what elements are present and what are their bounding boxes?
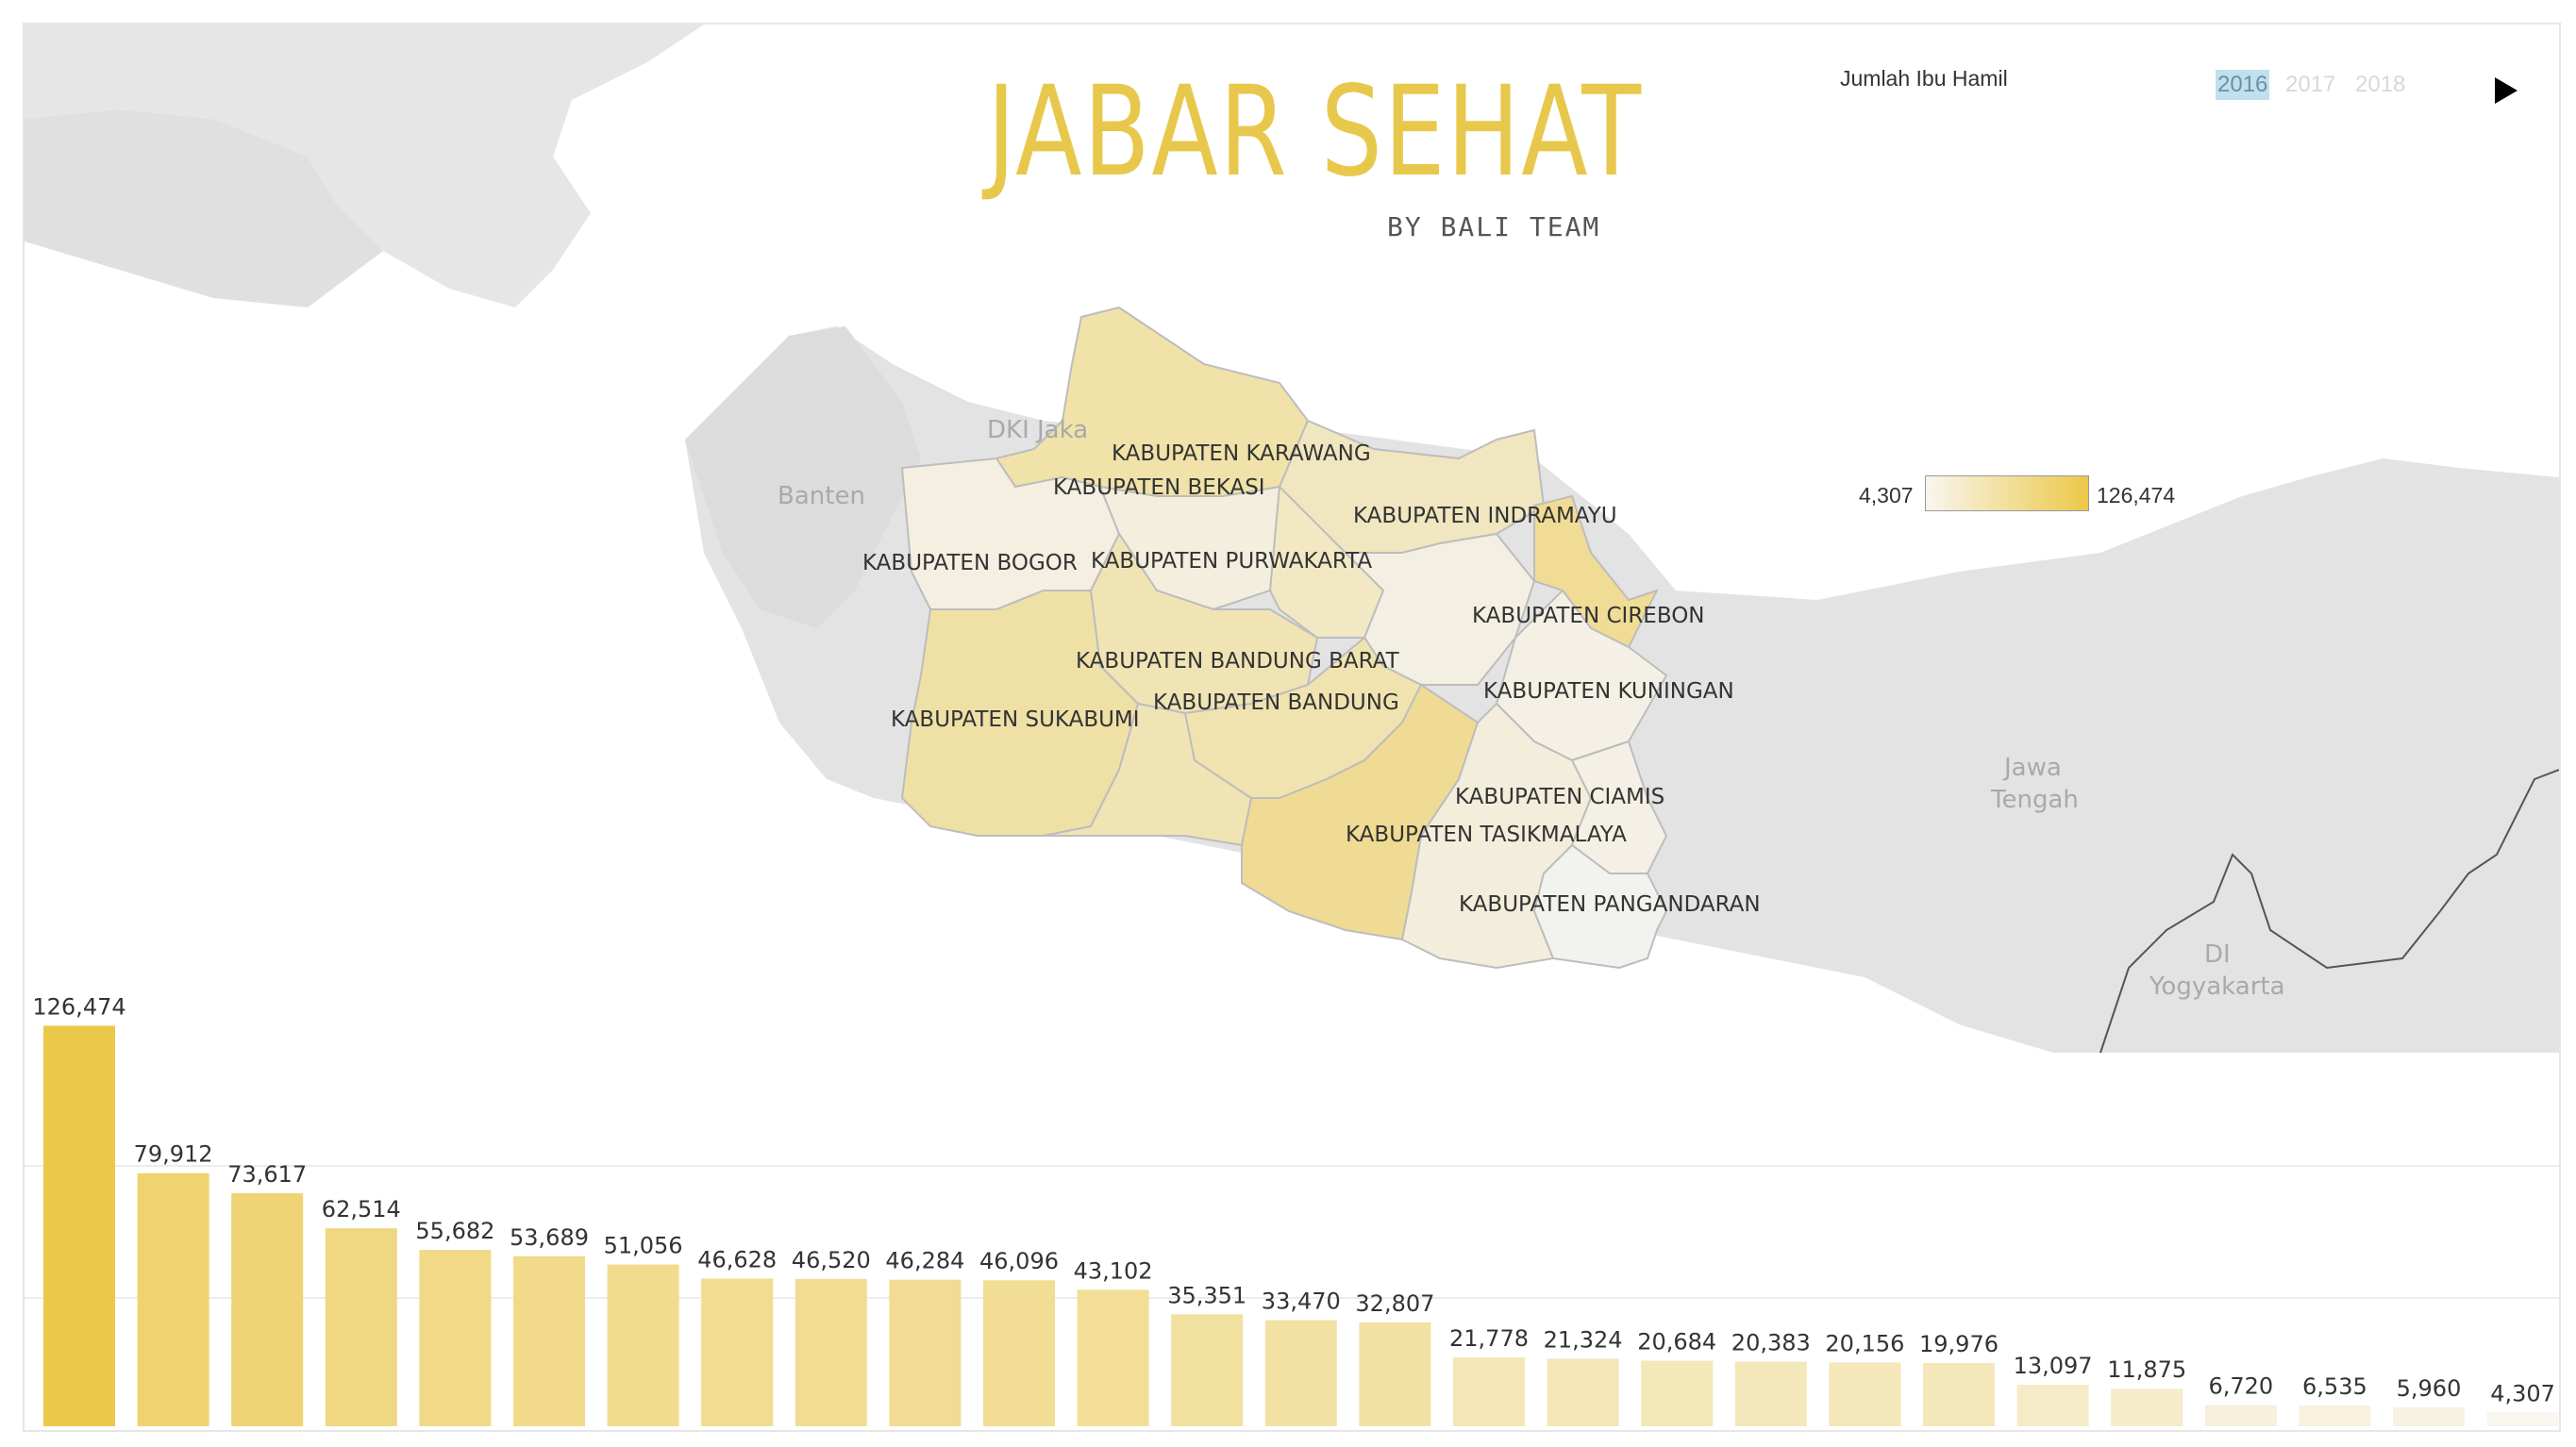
year-2017[interactable]: 2017 [2285,72,2336,97]
region-label-ciamis: KABUPATEN CIAMIS [1455,785,1664,809]
region-cirebon[interactable] [1533,494,1659,649]
dashboard-subtitle: BY BALI TEAM [1387,211,1601,242]
yogyakarta-border [2099,853,2441,1054]
bar-value-label: 46,284 [885,1248,964,1274]
province-label-banten: Banten [778,482,865,510]
bar[interactable] [1829,1362,1901,1426]
bar-value-label: 19,976 [1919,1331,1999,1357]
dashboard-title: JABAR SEHAT [987,59,1643,205]
bar-value-label: 51,056 [604,1233,683,1259]
map[interactable]: DKI Jaka Banten Jawa Tengah DI Yogyakart… [25,25,2559,1430]
region-label-kuningan: KABUPATEN KUNINGAN [1483,679,1734,704]
bar[interactable] [1359,1322,1431,1426]
bar-value-label: 32,807 [1355,1290,1434,1317]
bar[interactable] [2111,1389,2183,1426]
bar-value-label: 33,470 [1262,1289,1341,1315]
bar-value-label: 53,689 [510,1224,589,1251]
region-label-karawang: KABUPATEN KARAWANG [1112,441,1371,466]
bar[interactable] [607,1264,679,1426]
bar-value-label: 43,102 [1074,1257,1153,1284]
bar[interactable] [2486,1412,2559,1426]
measure-label: Jumlah Ibu Hamil [1840,66,2008,91]
year-2016[interactable]: 2016 [2216,70,2270,100]
bar-value-label: 6,720 [2208,1372,2273,1399]
bar-value-label: 4,307 [2490,1381,2555,1407]
region-label-indramayu: KABUPATEN INDRAMAYU [1353,504,1617,528]
bar[interactable] [1077,1289,1149,1426]
bar[interactable] [1641,1360,1714,1426]
region-label-bekasi: KABUPATEN BEKASI [1053,475,1265,500]
region-label-tasikmalaya: KABUPATEN TASIKMALAYA [1346,823,1627,847]
legend-min-label: 4,307 [1859,483,1914,507]
bar[interactable] [2299,1405,2371,1426]
bar-value-label: 46,096 [979,1248,1059,1274]
region-label-bandung: KABUPATEN BANDUNG [1153,690,1399,715]
bar-chart: 126,474 79,912 73,617 62,514 55,682 53,689 51,… [25,993,2559,1426]
bar[interactable] [137,1173,209,1426]
year-2018[interactable]: 2018 [2355,72,2406,97]
bar[interactable] [513,1256,585,1426]
bar-value-label: 79,912 [134,1141,213,1168]
bar-value-label: 11,875 [2107,1356,2186,1383]
bar[interactable] [1923,1362,1995,1426]
color-legend [1925,475,2089,511]
region-label-bandung-barat: KABUPATEN BANDUNG BARAT [1076,649,1400,674]
sumatra-landmass [25,25,704,308]
bar[interactable] [701,1278,774,1426]
region-sumedang[interactable] [1343,532,1536,686]
bar[interactable] [2016,1385,2089,1426]
bar[interactable] [1171,1314,1244,1426]
region-pangandaran[interactable] [1532,843,1668,970]
bar[interactable] [2204,1405,2277,1426]
bar[interactable] [1734,1361,1807,1426]
region-label-sukabumi: KABUPATEN SUKABUMI [891,707,1140,732]
region-label-cirebon: KABUPATEN CIREBON [1472,604,1705,628]
bar[interactable] [325,1228,397,1426]
dashboard-frame: DKI Jaka Banten Jawa Tengah DI Yogyakart… [23,23,2561,1432]
jawa-tengah-border [2439,769,2559,912]
province-label-diy-2: Yogyakarta [2149,973,2285,1001]
banten-region [685,326,921,628]
bar[interactable] [1547,1358,1619,1426]
play-icon[interactable] [2495,77,2517,104]
sumatra-south [25,109,383,308]
region-label-pangandaran: KABUPATEN PANGANDARAN [1459,892,1761,917]
bar[interactable] [419,1250,492,1426]
bar[interactable] [2393,1406,2465,1426]
bar-value-label: 6,535 [2302,1373,2367,1400]
bar[interactable] [43,1025,115,1426]
bar-value-label: 20,383 [1731,1330,1811,1356]
bar[interactable] [795,1278,867,1426]
province-label-jawa-tengah-2: Tengah [1990,786,2079,814]
bar-value-label: 13,097 [2014,1353,2093,1379]
province-label-diy-1: DI [2204,940,2231,969]
bar-value-label: 21,324 [1544,1326,1623,1353]
region-label-bogor: KABUPATEN BOGOR [862,551,1078,575]
bar-value-label: 73,617 [227,1161,307,1188]
bar-value-label: 21,778 [1449,1325,1529,1352]
bar-value-label: 20,684 [1637,1329,1716,1356]
region-label-purwakarta: KABUPATEN PURWAKARTA [1091,549,1372,574]
west-java-regions[interactable] [900,306,1668,970]
bar-value-label: 35,351 [1167,1282,1246,1308]
bar-value-label: 46,520 [792,1247,871,1273]
bar-value-label: 46,628 [697,1246,777,1272]
bar[interactable] [983,1280,1055,1426]
bar[interactable] [889,1279,962,1426]
bar-value-label: 55,682 [415,1218,494,1244]
bar[interactable] [1453,1356,1525,1426]
bar-value-label: 5,960 [2397,1375,2462,1402]
bar-value-label: 62,514 [322,1196,401,1222]
province-label-jawa-tengah-1: Jawa [2002,754,2062,782]
legend-max-label: 126,474 [2097,483,2176,507]
province-label-dki: DKI Jaka [987,416,1088,444]
bar[interactable] [1264,1320,1337,1426]
bar-value-label: 126,474 [32,993,125,1020]
bar-value-label: 20,156 [1825,1330,1904,1356]
bar[interactable] [231,1192,304,1426]
